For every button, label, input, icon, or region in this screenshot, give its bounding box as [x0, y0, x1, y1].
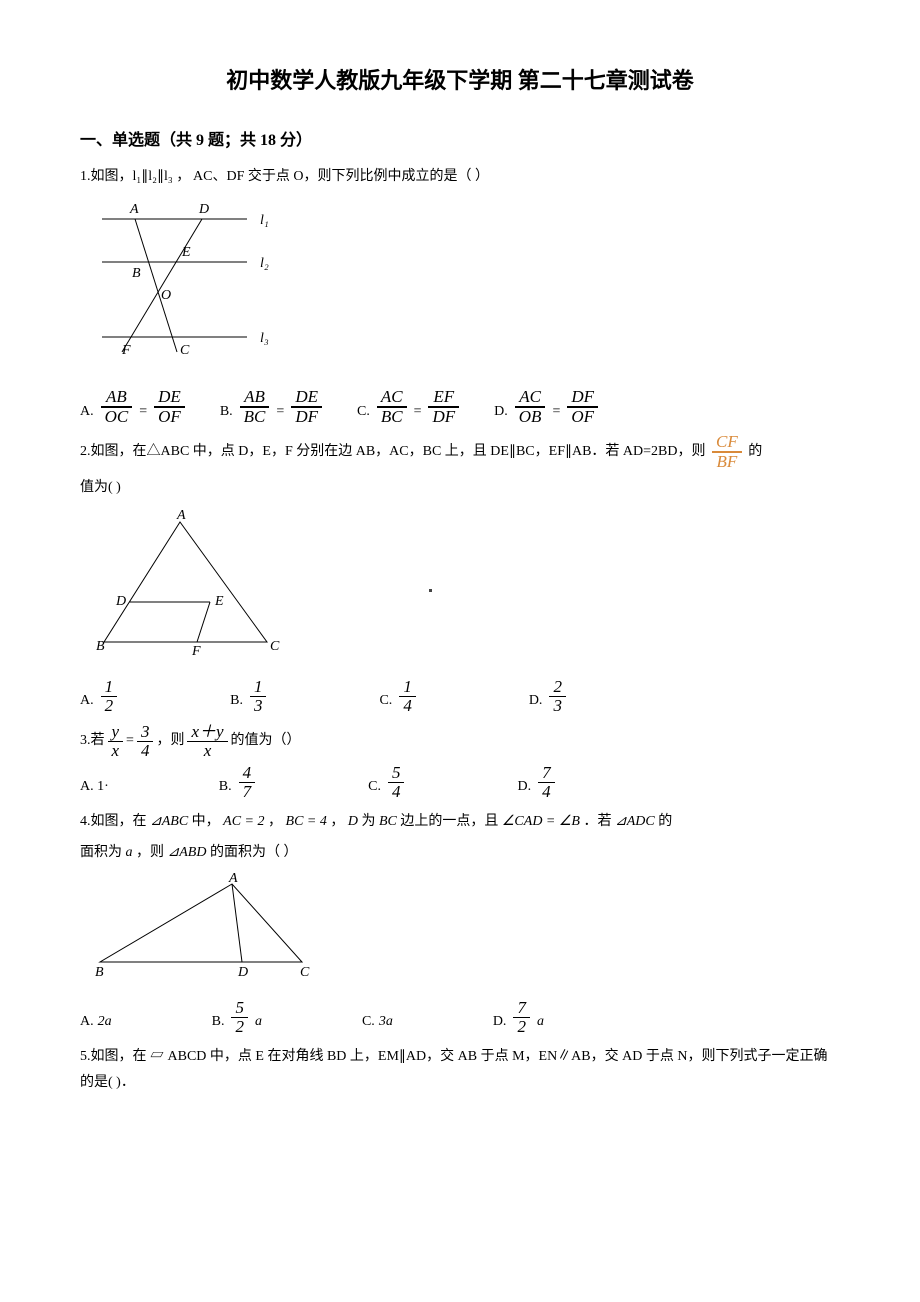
q4-opt-b[interactable]: B. 52 a [212, 999, 262, 1036]
q1-stem: 1.如图，l₁∥l₂∥l₃ ， AC、DF 交于点 O，则下列比例中成立的是（ … [80, 164, 840, 191]
q2-options: A. 12 B. 13 C. 14 D. 23 [80, 678, 840, 715]
svg-text:F: F [121, 343, 131, 358]
q2-figure: A D E B F C [92, 507, 840, 668]
svg-text:l₃: l₃ [260, 331, 269, 346]
center-dot [429, 589, 432, 592]
q5-stem: 5.如图，在 ▱ ABCD 中，点 E 在对角线 BD 上，EM∥AD，交 AB… [80, 1044, 840, 1097]
q4-options: A. 2a B. 52 a C. 3a D. 72 a [80, 999, 840, 1036]
svg-text:l₂: l₂ [260, 256, 269, 271]
svg-text:C: C [180, 343, 190, 358]
q1-options: A. ABOC = DEOF B. ABBC = DEDF C. ACBC = … [80, 388, 840, 425]
svg-text:A: A [129, 202, 139, 217]
svg-text:B: B [132, 266, 141, 281]
svg-text:A: A [228, 872, 238, 886]
q1-opt-b[interactable]: B. ABBC = DEDF [220, 388, 325, 425]
q2-opt-d[interactable]: D. 23 [529, 678, 569, 715]
q4-stem: 4.如图，在 ⊿ABC 中， AC = 2 ， BC = 4 ， D 为 BC … [80, 809, 840, 836]
svg-text:F: F [191, 644, 201, 657]
svg-text:B: B [96, 639, 105, 654]
q1-figure: A D B E O F C l₁ l₂ l₃ [92, 197, 840, 383]
q3-opt-b[interactable]: B. 47 [219, 764, 258, 801]
svg-text:B: B [95, 965, 104, 980]
q2-opt-b[interactable]: B. 13 [230, 678, 269, 715]
svg-text:C: C [300, 965, 310, 980]
q2-opt-a[interactable]: A. 12 [80, 678, 120, 715]
svg-text:E: E [214, 594, 224, 609]
q2-stem-frac: CFBF [712, 433, 742, 470]
q4-opt-d[interactable]: D. 72 a [493, 999, 544, 1036]
q3-stem: 3.若 yx = 34 ，则 x＋yx 的值为（） [80, 723, 840, 760]
q4-opt-c[interactable]: C. 3a [362, 1009, 393, 1036]
q1-opt-d[interactable]: D. ACOB = DFOF [494, 388, 601, 425]
svg-text:D: D [115, 594, 126, 609]
svg-text:E: E [181, 245, 191, 260]
q3-opt-a[interactable]: A. 1· [80, 774, 109, 801]
q3-options: A. 1· B. 47 C. 54 D. 74 [80, 764, 840, 801]
q4-opt-a[interactable]: A. 2a [80, 1009, 112, 1036]
q3-opt-c[interactable]: C. 54 [368, 764, 407, 801]
svg-text:D: D [198, 202, 209, 217]
q1-opt-c[interactable]: C. ACBC = EFDF [357, 388, 462, 425]
svg-text:C: C [270, 639, 280, 654]
q1-opt-a[interactable]: A. ABOC = DEOF [80, 388, 188, 425]
q4-stem-line2: 面积为 a ，则 ⊿ABD 的面积为（ ） [80, 840, 840, 867]
q2-stem: 2.如图，在△ABC 中，点 D，E，F 分别在边 AB，AC，BC 上，且 D… [80, 433, 840, 470]
q4-figure: A B D C [92, 872, 840, 993]
svg-text:O: O [161, 288, 171, 303]
q3-opt-d[interactable]: D. 74 [517, 764, 557, 801]
svg-text:D: D [237, 965, 248, 980]
svg-text:A: A [176, 508, 186, 523]
svg-text:l₁: l₁ [260, 213, 269, 228]
q2-stem-line2: 值为( ) [80, 475, 840, 502]
page-title: 初中数学人教版九年级下学期 第二十七章测试卷 [80, 60, 840, 102]
q2-opt-c[interactable]: C. 14 [379, 678, 418, 715]
section-heading: 一、单选题（共 9 题；共 18 分） [80, 126, 840, 156]
